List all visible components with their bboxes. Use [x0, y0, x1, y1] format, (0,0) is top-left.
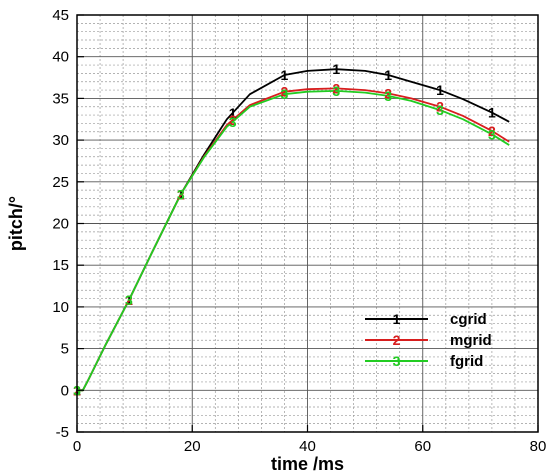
- series-marker-cgrid: 1: [332, 61, 340, 77]
- series-marker-cgrid: 1: [436, 82, 444, 98]
- series-marker-fgrid: 3: [436, 102, 444, 118]
- legend: 1 cgrid 2 mgrid 3 fgrid: [365, 311, 492, 370]
- legend-marker-fgrid: 3: [393, 353, 401, 369]
- series-marker-mgrid: 2: [488, 123, 496, 139]
- series-marker-mgrid: 2: [125, 292, 133, 308]
- y-tick-label: 45: [52, 7, 69, 24]
- series-marker-cgrid: 1: [125, 292, 133, 308]
- y-tick-label: 40: [52, 49, 69, 66]
- series-marker-fgrid: 3: [177, 186, 185, 202]
- legend-marker-mgrid: 2: [393, 332, 401, 348]
- y-tick-label: 35: [52, 90, 69, 107]
- series-marker-cgrid: 1: [488, 105, 496, 121]
- legend-label-cgrid: cgrid: [450, 311, 487, 328]
- x-tick-label: 0: [73, 438, 81, 455]
- series-marker-fgrid: 3: [229, 114, 237, 130]
- y-tick-label: 5: [61, 341, 69, 358]
- series-marker-mgrid: 2: [332, 80, 340, 96]
- y-axis-title: pitch/°: [6, 196, 26, 251]
- series-marker-mgrid: 2: [436, 99, 444, 115]
- series-marker-cgrid: 1: [229, 105, 237, 121]
- series-marker-fgrid: 3: [332, 83, 340, 99]
- series-marker-fgrid: 3: [488, 126, 496, 142]
- x-tick-label: 80: [530, 438, 547, 455]
- x-tick-label: 20: [184, 438, 201, 455]
- y-tick-label: -5: [56, 424, 69, 441]
- legend-marker-cgrid: 1: [393, 311, 401, 327]
- y-tick-label: 30: [52, 132, 69, 149]
- y-tick-label: 0: [61, 382, 69, 399]
- series-marker-fgrid: 3: [281, 86, 289, 102]
- legend-label-fgrid: fgrid: [450, 353, 483, 370]
- y-tick-label: 20: [52, 216, 69, 233]
- series-marker-cgrid: 1: [281, 67, 289, 83]
- series-marker-fgrid: 3: [125, 292, 133, 308]
- y-tick-label: 25: [52, 174, 69, 191]
- x-tick-label: 40: [299, 438, 316, 455]
- y-tick-label: 10: [52, 299, 69, 316]
- series-marker-mgrid: 2: [384, 85, 392, 101]
- series-marker-fgrid: 3: [384, 88, 392, 104]
- series-line-mgrid: [77, 87, 510, 392]
- series-marker-cgrid: 1: [384, 67, 392, 83]
- series-lines: [77, 68, 510, 392]
- series-marker-cgrid: 1: [177, 186, 185, 202]
- x-axis-title: time /ms: [271, 454, 344, 474]
- legend-label-mgrid: mgrid: [450, 332, 492, 349]
- series-marker-mgrid: 2: [281, 84, 289, 100]
- series-marker-mgrid: 2: [177, 186, 185, 202]
- series-line-fgrid: [77, 90, 510, 392]
- series-line-cgrid: [77, 68, 510, 392]
- x-tick-label: 60: [414, 438, 431, 455]
- y-tick-label: 15: [52, 257, 69, 274]
- series-marker-mgrid: 2: [229, 112, 237, 128]
